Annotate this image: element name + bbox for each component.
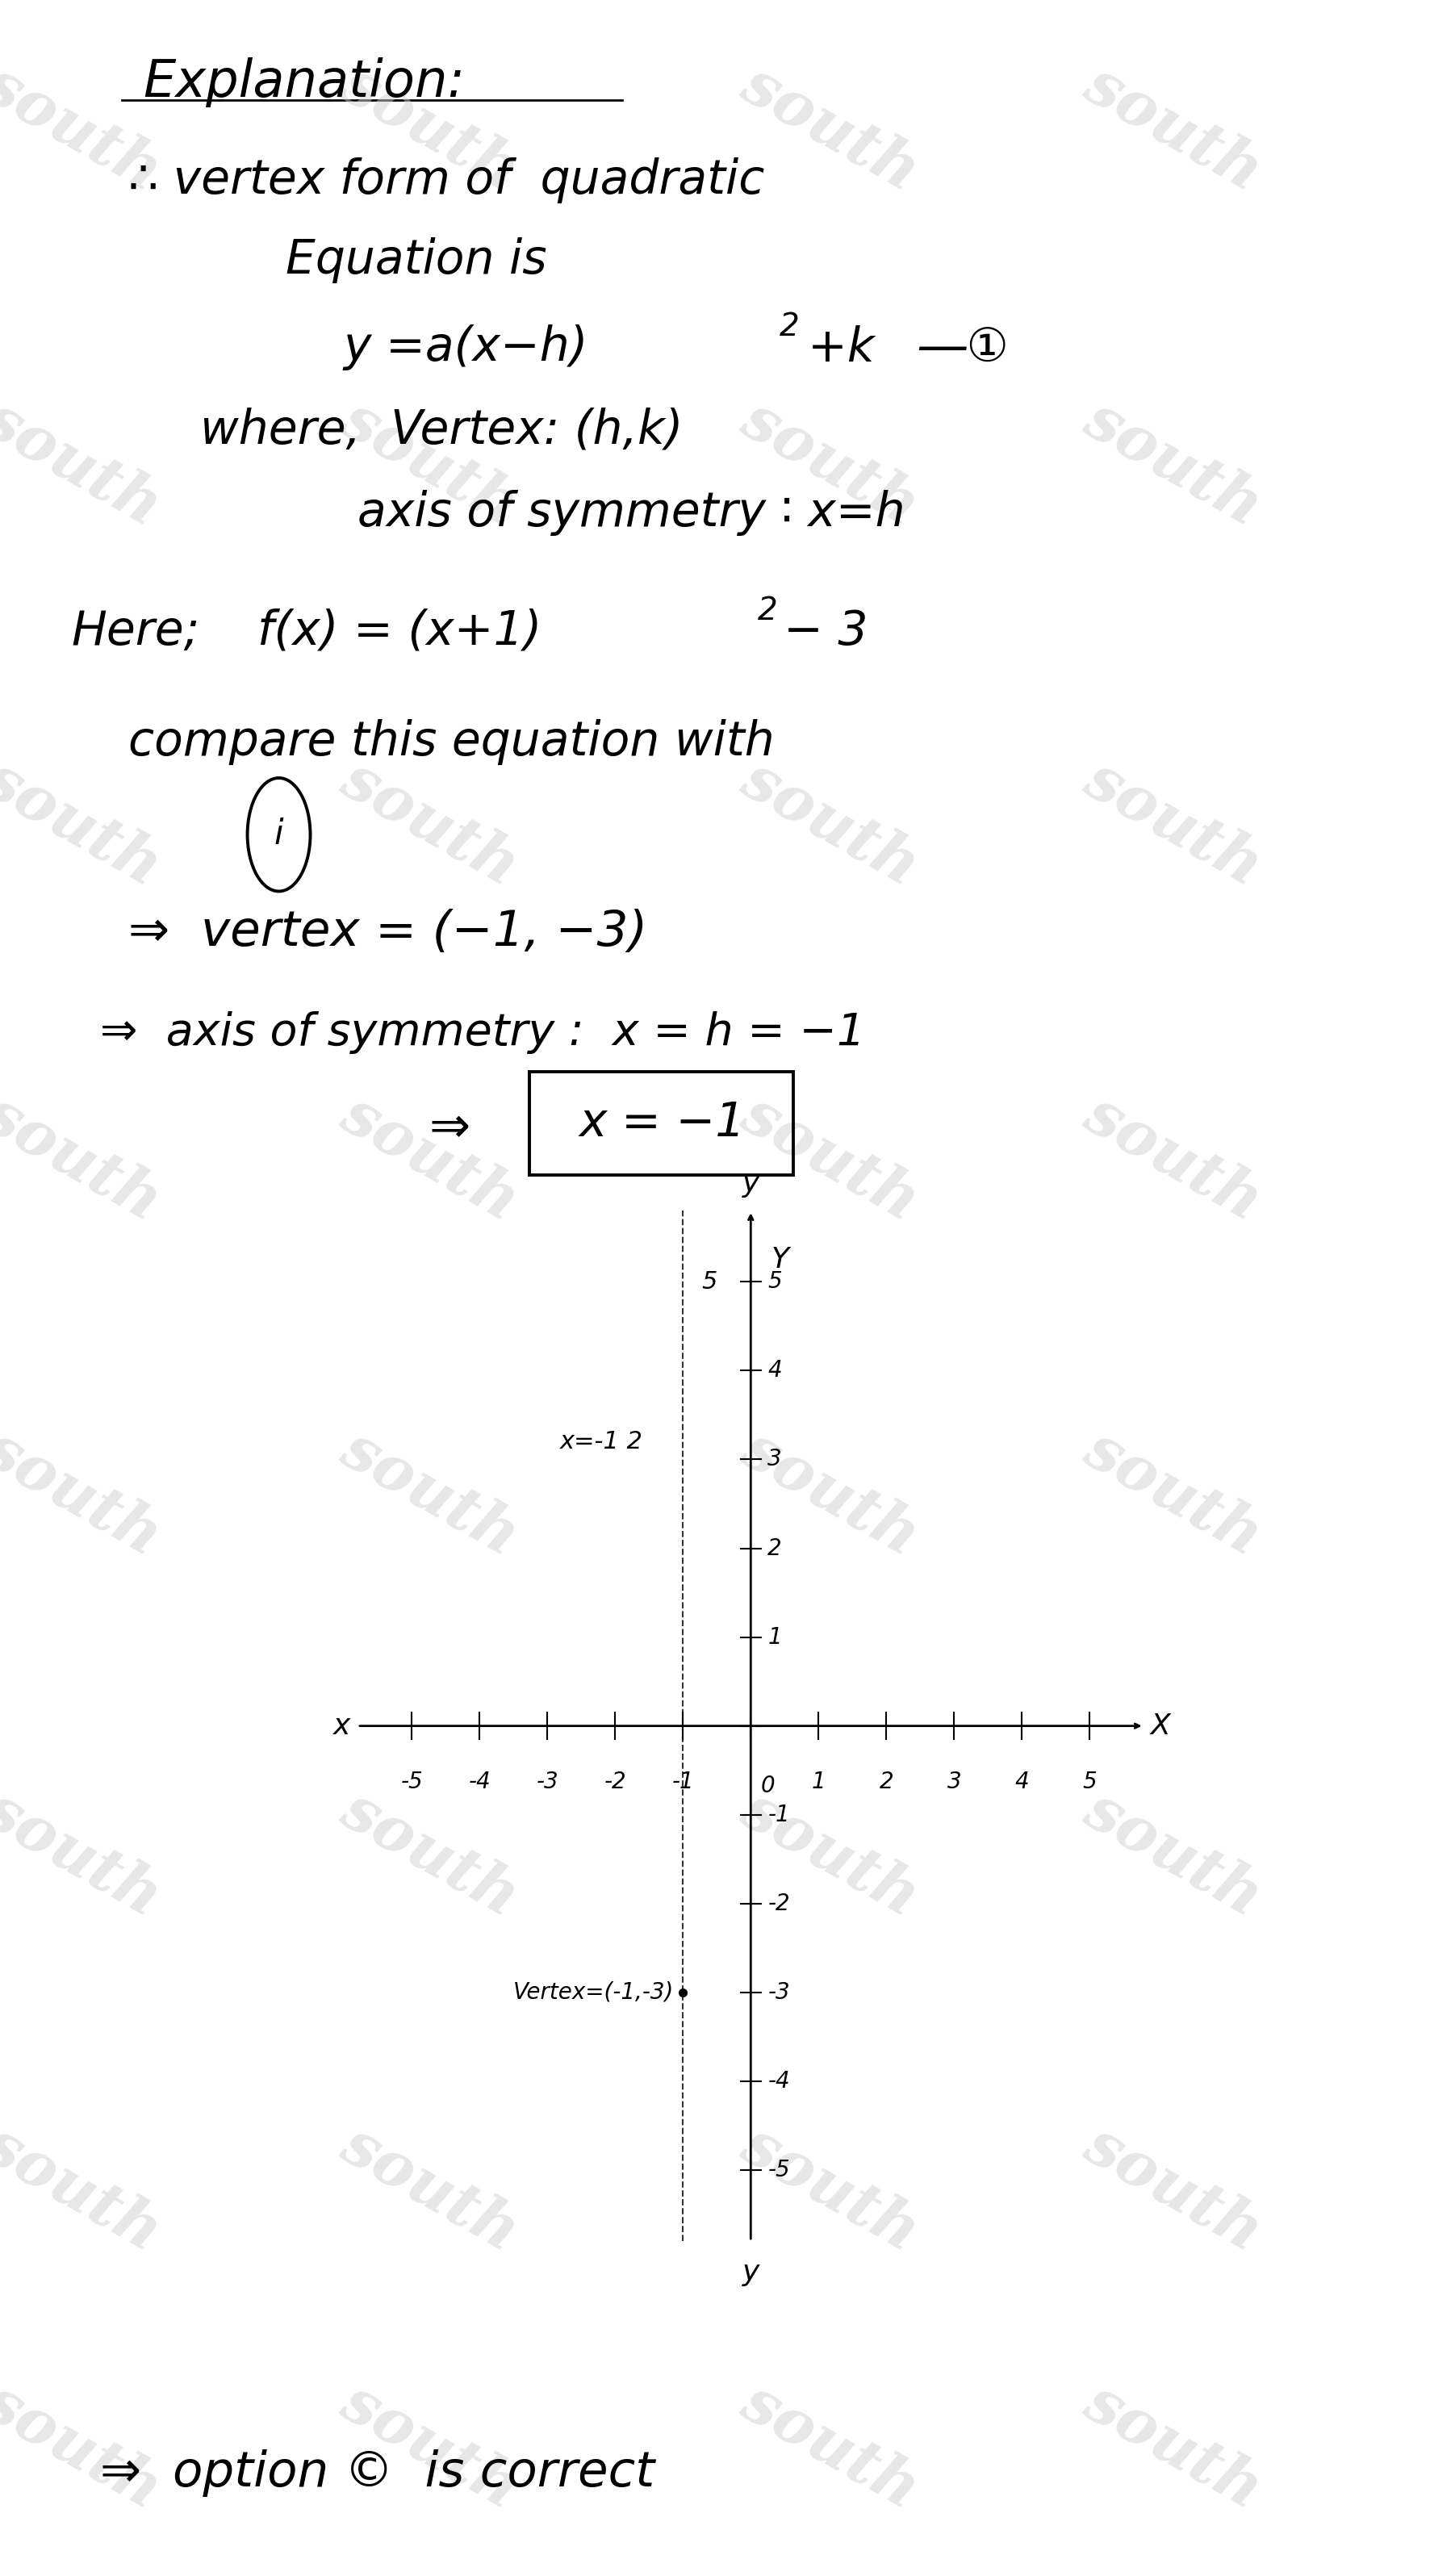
- Text: ⇒: ⇒: [429, 1105, 470, 1151]
- Text: 5: 5: [768, 1270, 782, 1293]
- Text: axis of symmetry ∶ x=h: axis of symmetry ∶ x=h: [358, 489, 905, 536]
- Text: Here;: Here;: [72, 608, 200, 654]
- Text: 0: 0: [761, 1775, 775, 1798]
- Text: ⇒  vertex = (−1, −3): ⇒ vertex = (−1, −3): [129, 909, 648, 956]
- Text: -2: -2: [603, 1770, 626, 1793]
- Text: -2: -2: [768, 1893, 789, 1914]
- Text: ⇒  axis of symmetry :  x = h = −1: ⇒ axis of symmetry : x = h = −1: [100, 1012, 865, 1054]
- Text: south: south: [0, 389, 170, 538]
- Text: 4: 4: [1015, 1770, 1030, 1793]
- Text: − 3: − 3: [784, 608, 868, 654]
- Text: south: south: [330, 1780, 528, 1929]
- Text: south: south: [0, 2372, 170, 2522]
- Text: south: south: [731, 1780, 928, 1929]
- Text: Y: Y: [771, 1247, 789, 1273]
- Text: 3: 3: [947, 1770, 961, 1793]
- Text: 2: 2: [779, 312, 799, 343]
- Text: y: y: [742, 2259, 759, 2287]
- Text: Vertex=(-1,-3): Vertex=(-1,-3): [513, 1981, 675, 2004]
- Text: south: south: [1074, 54, 1271, 204]
- Text: south: south: [1074, 750, 1271, 899]
- Text: 5: 5: [1083, 1770, 1097, 1793]
- Text: south: south: [0, 750, 170, 899]
- Text: south: south: [0, 2115, 170, 2264]
- Text: south: south: [0, 54, 170, 204]
- Text: south: south: [1074, 1780, 1271, 1929]
- Text: -5: -5: [400, 1770, 423, 1793]
- Text: 4: 4: [768, 1360, 782, 1381]
- Text: y =a(x−h): y =a(x−h): [343, 325, 588, 371]
- Text: x = −1: x = −1: [579, 1100, 745, 1146]
- Text: south: south: [0, 1419, 170, 1569]
- Text: 2: 2: [758, 595, 778, 626]
- Text: +k   ―①: +k ―①: [808, 325, 1008, 371]
- Text: -3: -3: [536, 1770, 559, 1793]
- Text: Equation is: Equation is: [286, 237, 548, 283]
- Text: south: south: [731, 1084, 928, 1234]
- Text: south: south: [1074, 389, 1271, 538]
- Text: f(x) = (x+1): f(x) = (x+1): [257, 608, 542, 654]
- Text: i: i: [275, 817, 283, 853]
- Text: south: south: [1074, 1084, 1271, 1234]
- Text: x: x: [333, 1713, 350, 1739]
- Text: south: south: [330, 389, 528, 538]
- Text: -1: -1: [672, 1770, 694, 1793]
- Text: ⇒  option ©  is correct: ⇒ option © is correct: [100, 2450, 655, 2496]
- Text: south: south: [731, 389, 928, 538]
- Text: -1: -1: [768, 1803, 789, 1826]
- Text: X: X: [1151, 1713, 1171, 1739]
- Text: 1: 1: [768, 1625, 782, 1649]
- Text: south: south: [731, 750, 928, 899]
- Text: 2: 2: [879, 1770, 894, 1793]
- Text: south: south: [1074, 1419, 1271, 1569]
- Text: south: south: [731, 2115, 928, 2264]
- Text: south: south: [731, 2372, 928, 2522]
- Text: 2: 2: [768, 1538, 782, 1558]
- Text: south: south: [330, 2115, 528, 2264]
- Text: -3: -3: [768, 1981, 789, 2004]
- Text: 3: 3: [768, 1448, 782, 1471]
- Text: where,  Vertex: (h,k): where, Vertex: (h,k): [200, 407, 684, 453]
- Text: y: y: [742, 1170, 759, 1198]
- Text: south: south: [0, 1084, 170, 1234]
- Text: 5: 5: [701, 1270, 716, 1293]
- Text: x=-1 2: x=-1 2: [561, 1430, 644, 1453]
- Text: Explanation:: Explanation:: [143, 57, 465, 108]
- Text: -4: -4: [768, 2071, 789, 2092]
- Text: south: south: [330, 1419, 528, 1569]
- Text: south: south: [731, 54, 928, 204]
- Text: south: south: [330, 1084, 528, 1234]
- Text: south: south: [330, 54, 528, 204]
- Text: -4: -4: [469, 1770, 490, 1793]
- Text: 1: 1: [811, 1770, 825, 1793]
- Text: ∴ vertex form of  quadratic: ∴ vertex form of quadratic: [129, 157, 765, 204]
- Text: south: south: [330, 750, 528, 899]
- Text: south: south: [1074, 2372, 1271, 2522]
- Text: south: south: [0, 1780, 170, 1929]
- Text: south: south: [1074, 2115, 1271, 2264]
- Text: compare this equation with: compare this equation with: [129, 719, 775, 765]
- Text: south: south: [731, 1419, 928, 1569]
- Text: -5: -5: [768, 2159, 789, 2182]
- Text: south: south: [330, 2372, 528, 2522]
